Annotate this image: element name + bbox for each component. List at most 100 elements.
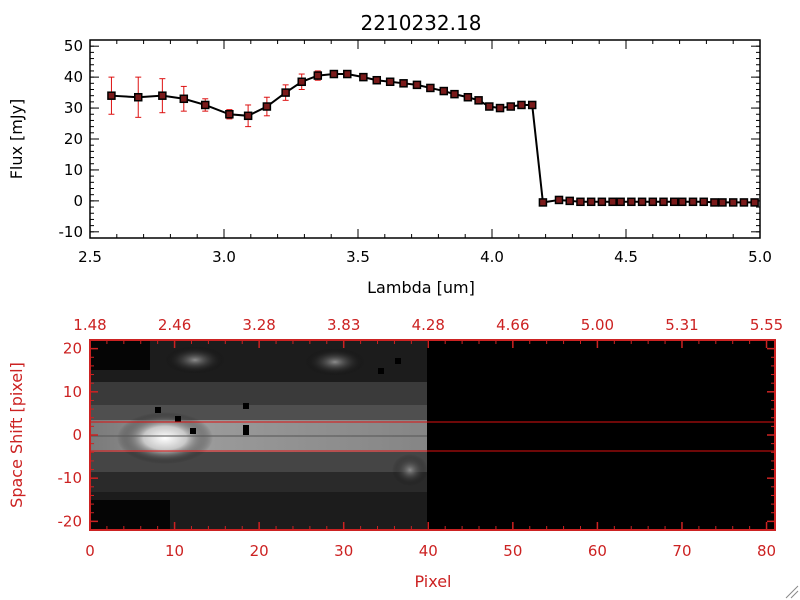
pixel-tick-label: 10 <box>165 542 184 560</box>
wavelength-tick-label: 4.66 <box>496 316 529 334</box>
data-point <box>313 71 323 80</box>
space-shift-tick-label: -20 <box>58 512 83 530</box>
data-point <box>597 197 607 207</box>
data-point <box>565 196 574 206</box>
data-point <box>739 198 749 207</box>
wavelength-tick-label: 3.83 <box>327 316 360 334</box>
space-shift-tick-label: 20 <box>63 340 82 358</box>
wavelength-tick-label: 5.31 <box>665 316 698 334</box>
data-point <box>297 77 306 87</box>
data-point <box>750 198 759 207</box>
data-point <box>688 197 698 207</box>
data-point <box>627 197 636 207</box>
x-tick-label: 5.0 <box>748 248 772 266</box>
wavelength-tick-label: 1.48 <box>73 316 106 334</box>
y-tick-label: 10 <box>64 161 83 179</box>
x-tick-label: 3.0 <box>212 248 236 266</box>
data-point <box>506 102 516 111</box>
data-point <box>586 197 596 207</box>
data-point <box>133 92 143 102</box>
data-point <box>372 75 382 85</box>
spectrum-y-label: Flux [mJy] <box>7 99 26 180</box>
data-point <box>399 79 408 88</box>
wavelength-tick-label: 4.28 <box>412 316 445 334</box>
data-point <box>495 103 505 113</box>
data-point <box>359 72 368 82</box>
data-point <box>281 88 290 97</box>
wavelength-tick-label: 5.00 <box>581 316 614 334</box>
data-point <box>439 86 449 96</box>
data-point <box>107 91 116 100</box>
data-point <box>329 69 339 79</box>
resize-grip-icon[interactable] <box>785 585 799 599</box>
data-point <box>262 102 272 111</box>
data-point <box>659 197 668 207</box>
data-point <box>637 197 647 207</box>
spectral-image-axis-ticks: 0 1.48 10 2.46 20 3.28 30 3.83 40 4.28 50 4.66 60 5.0… <box>58 316 784 560</box>
space-shift-tick-label: 0 <box>72 426 82 444</box>
spectral-image-plot: 0 1.48 10 2.46 20 3.28 30 3.83 40 4.28 50 4.66 60 5.0… <box>58 316 784 560</box>
pixel-tick-label: 70 <box>672 542 691 560</box>
pixel-tick-label: 20 <box>250 542 269 560</box>
data-point <box>648 197 658 207</box>
data-point <box>243 111 253 121</box>
pixel-tick-label: 30 <box>334 542 353 560</box>
y-tick-label: 30 <box>64 99 83 117</box>
wavelength-tick-label: 5.55 <box>750 316 783 334</box>
data-point <box>517 100 526 110</box>
space-shift-tick-label: -10 <box>58 469 83 487</box>
pixel-tick-label: 60 <box>588 542 607 560</box>
data-point <box>678 197 687 207</box>
spectrum-plot: 2.5 3.0 3.5 4.0 4.5 5.0 -10 0 10 20 30 40 50 <box>59 37 772 266</box>
data-point <box>527 100 537 110</box>
spectrum-series <box>107 69 759 207</box>
spectrum-x-label: Lambda [um] <box>367 278 475 297</box>
flux-line <box>111 73 755 204</box>
data-point <box>616 197 625 207</box>
data-point <box>385 77 395 87</box>
data-point <box>463 92 473 102</box>
pixel-tick-label: 80 <box>757 542 776 560</box>
spectrum-plot-frame <box>89 39 761 239</box>
spectral-image-y-label: Space Shift [pixel] <box>7 362 26 508</box>
spectrum-axis-ticks: 2.5 3.0 3.5 4.0 4.5 5.0 -10 0 10 20 30 40 50 <box>59 37 772 266</box>
y-tick-label: -10 <box>59 223 84 241</box>
x-tick-label: 4.0 <box>480 248 504 266</box>
data-point <box>225 110 234 119</box>
data-point <box>474 96 483 105</box>
y-tick-label: 50 <box>64 37 83 55</box>
data-point <box>538 198 548 207</box>
wavelength-tick-label: 3.28 <box>242 316 275 334</box>
data-point <box>699 197 708 207</box>
data-point <box>426 83 435 93</box>
pixel-tick-label: 50 <box>503 542 522 560</box>
data-point <box>412 80 422 90</box>
data-point <box>485 102 494 111</box>
spectral-image-data <box>90 340 427 530</box>
data-point <box>669 197 679 207</box>
space-shift-tick-label: 10 <box>63 383 82 401</box>
data-point <box>608 197 617 207</box>
data-point <box>179 94 189 104</box>
data-point <box>718 198 727 207</box>
data-point <box>200 100 210 110</box>
chart-title: 2210232.18 <box>361 11 482 35</box>
data-point <box>554 195 564 205</box>
data-point <box>576 197 585 207</box>
y-tick-label: 0 <box>73 192 83 210</box>
y-tick-label: 40 <box>64 68 83 86</box>
data-point <box>450 89 459 99</box>
data-point <box>728 198 738 207</box>
data-point <box>158 91 167 100</box>
x-tick-label: 4.5 <box>614 248 638 266</box>
pixel-tick-label: 0 <box>85 542 95 560</box>
wavelength-tick-label: 2.46 <box>158 316 191 334</box>
data-point <box>710 198 719 207</box>
y-tick-label: 20 <box>64 130 83 148</box>
x-tick-label: 3.5 <box>346 248 370 266</box>
data-point <box>343 69 352 79</box>
pixel-tick-label: 40 <box>419 542 438 560</box>
spectral-image-x-label: Pixel <box>414 572 451 591</box>
x-tick-label: 2.5 <box>78 248 102 266</box>
